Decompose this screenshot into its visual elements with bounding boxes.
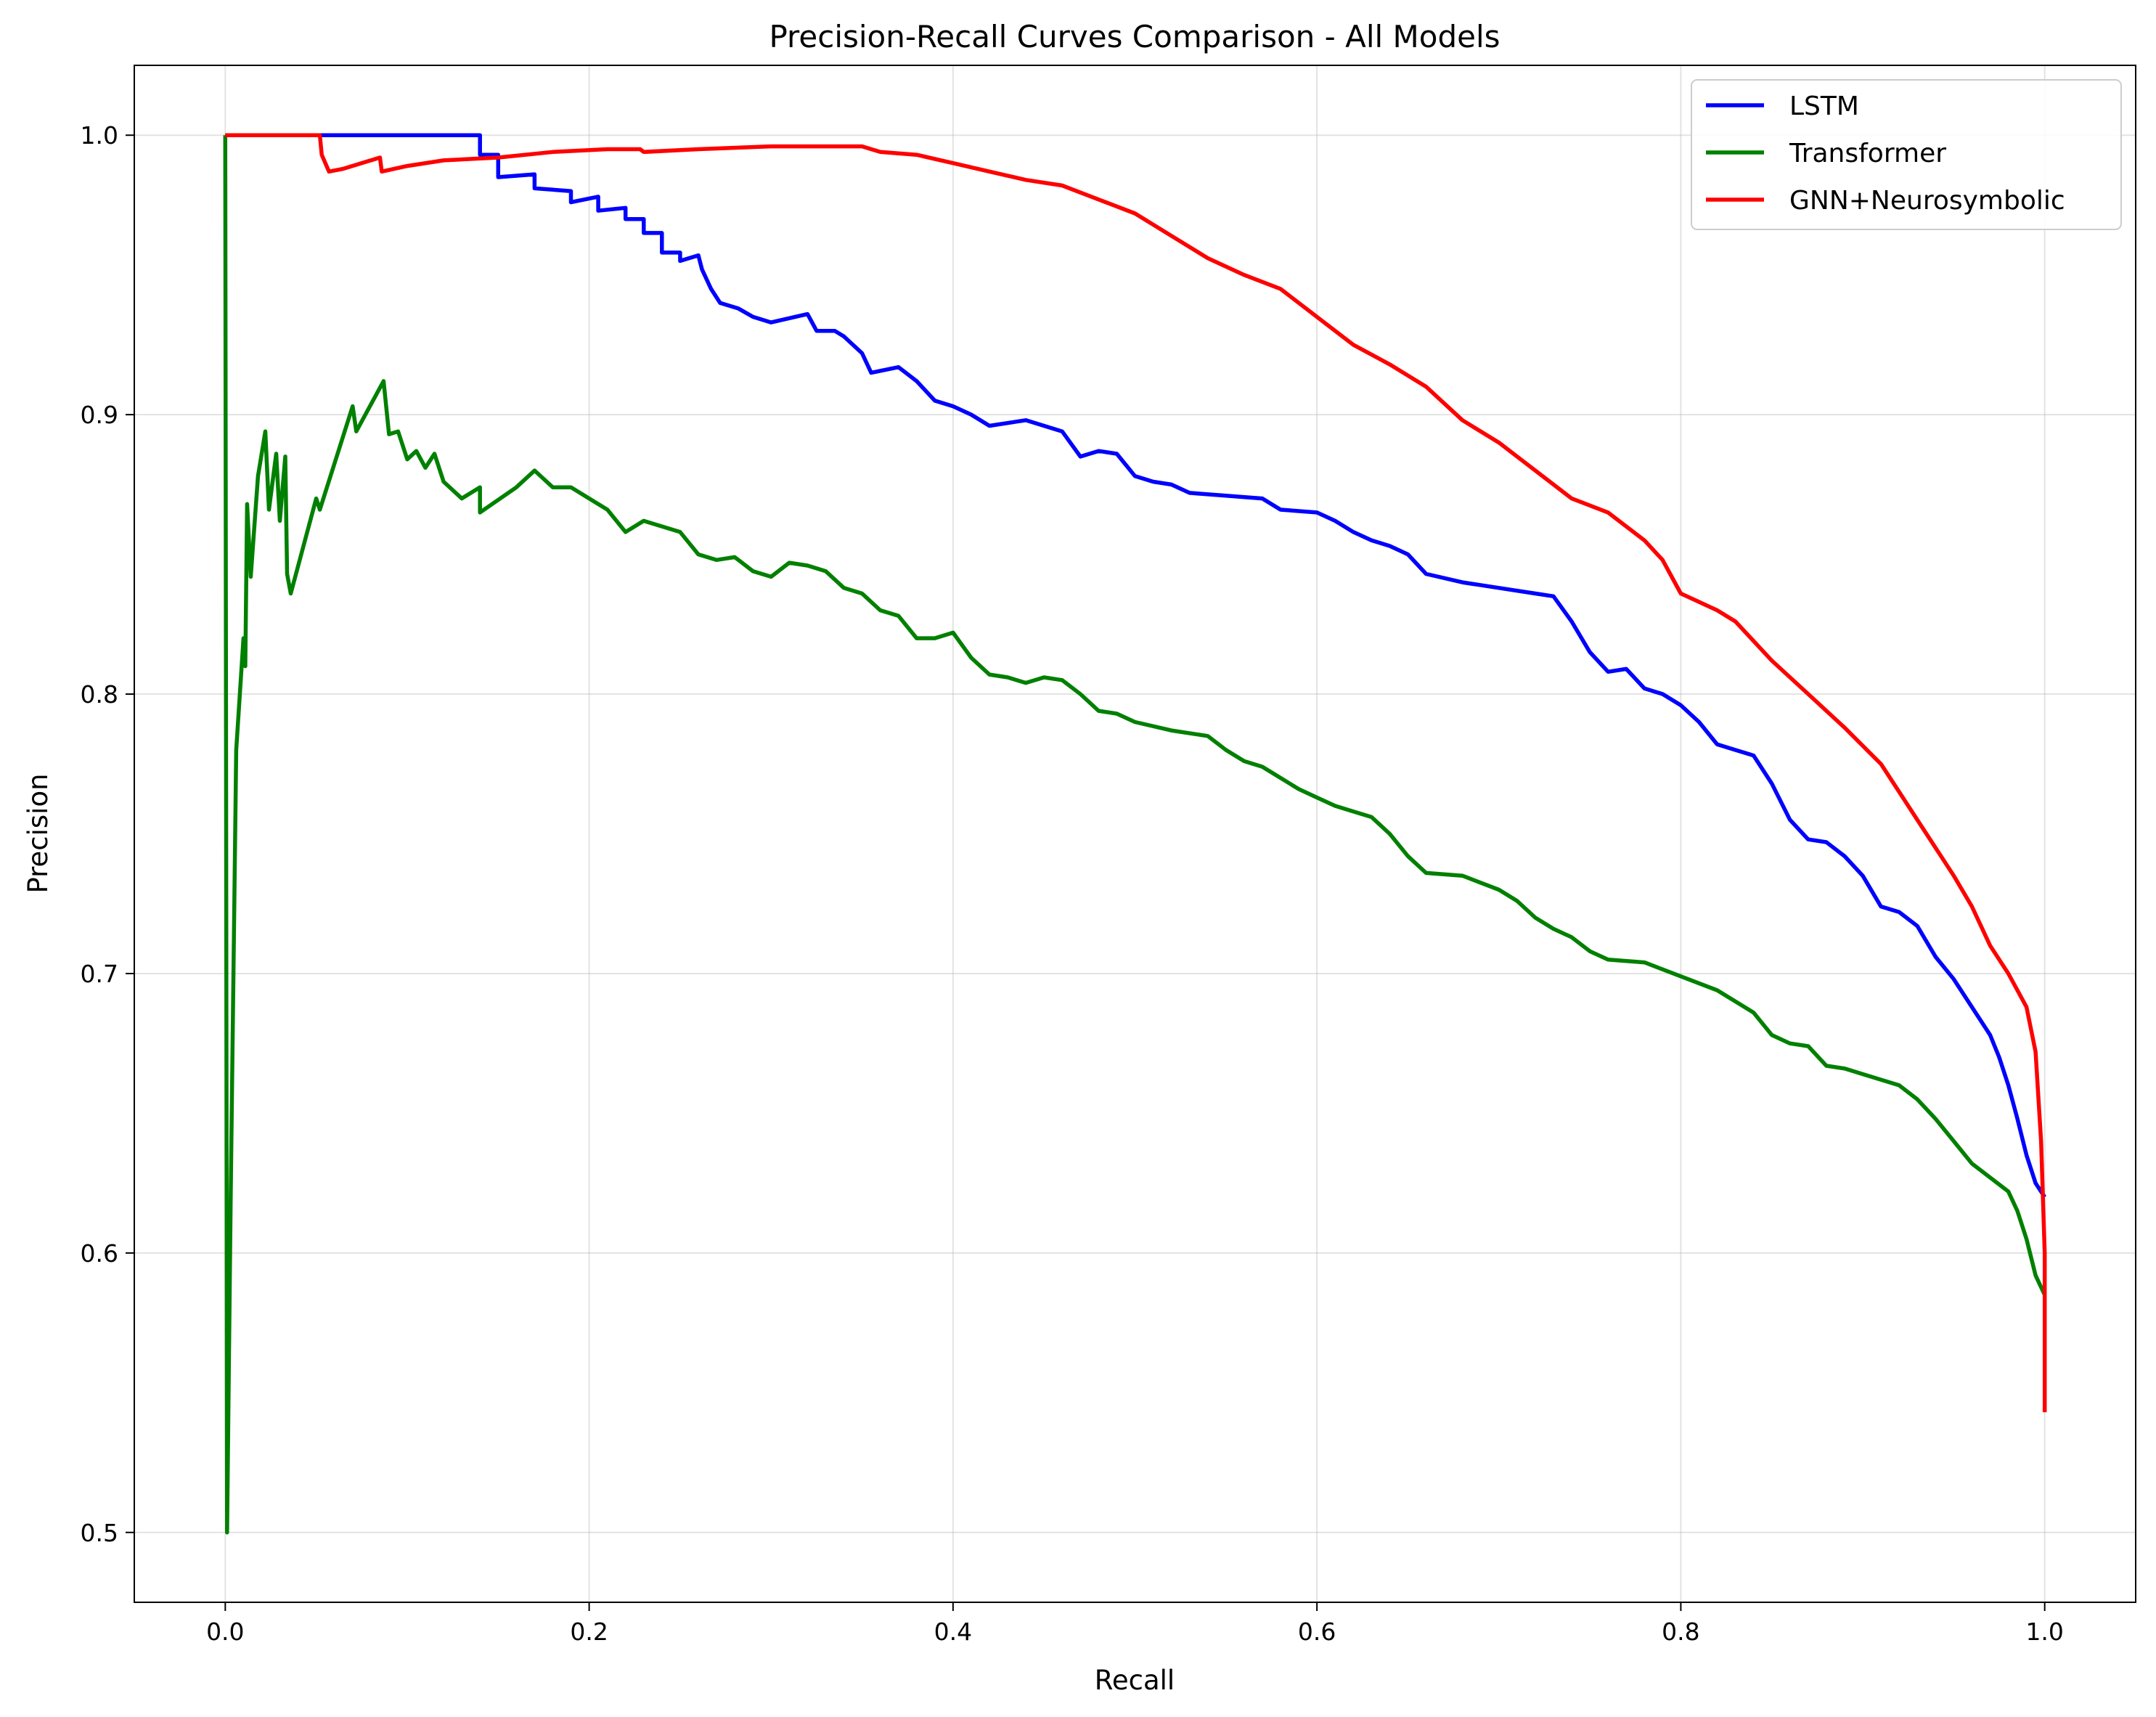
axis-ticks: 0.0 0.2 0.4 0.6 0.8 1.0 0.5 0.6 0.7 0.8 0.9 1.0: [81, 121, 2064, 1646]
legend-box: [1691, 79, 2122, 230]
x-tick-label: 0.8: [1662, 1618, 1699, 1646]
y-tick-label: 0.7: [81, 960, 118, 988]
series-line-transformer: [223, 135, 2047, 1535]
x-tick-label: 0.4: [934, 1618, 972, 1646]
x-tick-label: 1.0: [2025, 1618, 2063, 1646]
x-tick-label: 0.6: [1298, 1618, 1336, 1646]
y-tick-label: 0.6: [81, 1239, 118, 1268]
legend-label-transformer: Transformer: [1789, 139, 1946, 168]
series-line-lstm: [225, 133, 2047, 1199]
plot-frame: [134, 65, 2136, 1603]
y-tick-label: 0.5: [81, 1519, 118, 1547]
series-line-gnn-neurosymbolic: [225, 133, 2047, 1413]
x-tick-label: 0.0: [206, 1618, 244, 1646]
plot-series: [223, 133, 2047, 1535]
x-tick-label: 0.2: [570, 1618, 608, 1646]
chart-title: Precision-Recall Curves Comparison - All…: [769, 19, 1500, 54]
y-tick-label: 0.9: [81, 401, 118, 429]
y-tick-label: 1.0: [81, 121, 118, 150]
y-axis-label: Precision: [23, 773, 54, 893]
legend: LSTM Transformer GNN+Neurosymbolic: [1691, 79, 2122, 230]
legend-label-lstm: LSTM: [1789, 91, 1859, 121]
y-tick-label: 0.8: [81, 680, 118, 709]
legend-label-gnn-neurosymbolic: GNN+Neurosymbolic: [1789, 186, 2065, 216]
x-axis-label: Recall: [1095, 1665, 1175, 1696]
